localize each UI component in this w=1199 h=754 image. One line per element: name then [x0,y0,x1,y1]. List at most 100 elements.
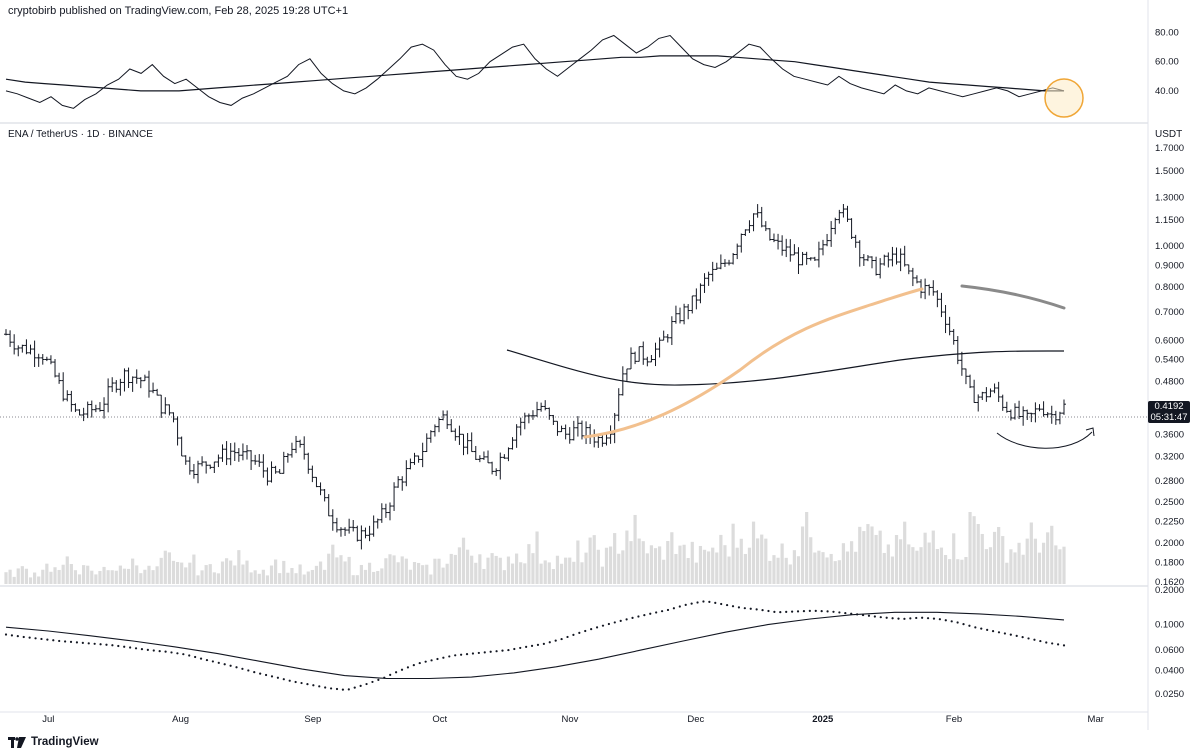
volume-bar [367,562,372,584]
ratio-dot [808,609,811,612]
ratio-dot [75,641,79,644]
volume-bar [559,563,564,584]
volume-bar [114,570,118,584]
volume-bar [588,537,592,584]
ratio-dot [921,616,924,619]
ratio-dot [87,642,90,645]
volume-bar [1054,545,1058,584]
volume-bar [739,538,743,584]
volume-bar [788,564,792,584]
volume-bar [760,534,764,584]
ratio-dot [140,647,144,651]
ratio-dot [672,607,675,610]
volume-bar [8,569,12,584]
price-axis[interactable]: 1.7000 1.5000 1.3000 1.1500 1.0000 0.9000 0.80… [1155,143,1184,588]
volume-bar [952,533,956,584]
ratio-dot [16,635,19,638]
volume-bar [1062,546,1066,584]
volume-bar [53,567,57,584]
volume-bar [94,574,98,584]
price-y-tick-label: 0.2500 [1155,497,1184,508]
ratio-dot [903,617,906,620]
ratio-dot [229,664,232,667]
volume-bar [77,574,82,584]
volume-bar [657,546,662,584]
volume-bar [278,573,282,584]
ratio-dot [306,683,309,686]
volume-bar [139,573,143,584]
volume-bar [890,556,895,584]
ratio-dot [436,657,439,661]
ratio-dot [708,600,711,603]
volume-bar [874,534,878,584]
volume-bar [997,527,1001,584]
volume-bar [49,571,53,584]
ratio-dot [649,612,652,615]
volume-bar [32,572,37,584]
ratio-dot [400,668,404,671]
volume-bar [4,572,8,584]
volume-bar [747,547,752,584]
symbol-legend[interactable]: ENA / TetherUS · 1D · BINANCE [8,129,153,140]
volume-bar [61,564,65,584]
volume-bar [674,553,678,584]
price-y-tick-label: 1.1500 [1155,215,1184,226]
oscillator-axis[interactable]: 80.00 60.00 40.00 [1155,28,1179,97]
ratio-dot [64,640,67,643]
volume-bar [339,555,343,584]
ratio-dot [525,645,528,648]
volume-bar [878,530,882,584]
volume-bar [441,567,445,584]
volume-bar [1021,554,1025,584]
volume-bar [478,554,482,584]
ratio-dot [105,643,108,646]
volume-bar [233,565,237,584]
ratio-dot [590,628,593,631]
ratio-dot [412,664,415,667]
ratio-axis[interactable]: 0.2000 0.1000 0.0600 0.0400 0.0250 [1155,585,1184,700]
projection-gray-line [960,284,1066,310]
volume-bar [1017,542,1021,584]
ratio-dot [731,605,735,608]
volume-bar [192,554,196,584]
ratio-dot [377,678,380,681]
volume-bar [310,569,314,584]
volume-bar [698,545,703,584]
volume-bar [572,561,576,584]
ratio-dot [1003,632,1006,635]
ratio-dot [217,661,220,664]
rebound-arrow [996,431,1093,449]
ratio-dot [324,686,327,689]
ratio-dot [879,616,882,619]
ratio-dot [442,656,445,659]
volume-bar [784,557,788,584]
ratio-dot [1027,637,1030,640]
volume-bar [122,568,127,584]
volume-bar [596,549,600,584]
volume-bar [400,556,404,584]
time-x-tick-label: Sep [304,714,321,725]
time-x-tick-label: Feb [946,714,962,725]
volume-bar [809,537,813,584]
volume-bar [298,564,302,584]
countdown-value: 05:31:47 [1150,412,1188,423]
time-axis[interactable]: Jul Aug Sep Oct Nov Dec 2025 Feb Mar [42,714,1104,725]
volume-bar [363,569,368,584]
volume-bar [269,565,274,584]
volume-bar [1001,536,1005,584]
volume-bar [837,560,841,584]
ratio-dot [270,675,274,678]
tradingview-brand[interactable]: TradingView [8,736,99,748]
volume-bar [355,575,359,584]
volume-bar [625,530,629,584]
volume-bar [118,565,122,584]
oscillator-y-tick-label: 80.00 [1155,28,1179,39]
volume-bar [992,531,997,584]
ratio-dot [796,610,800,613]
volume-bar [28,577,33,584]
price-y-tick-label: 1.7000 [1155,143,1184,154]
volume-bar [416,562,421,584]
price-y-tick-label: 0.3200 [1155,451,1184,462]
ratio-dot [211,660,214,663]
